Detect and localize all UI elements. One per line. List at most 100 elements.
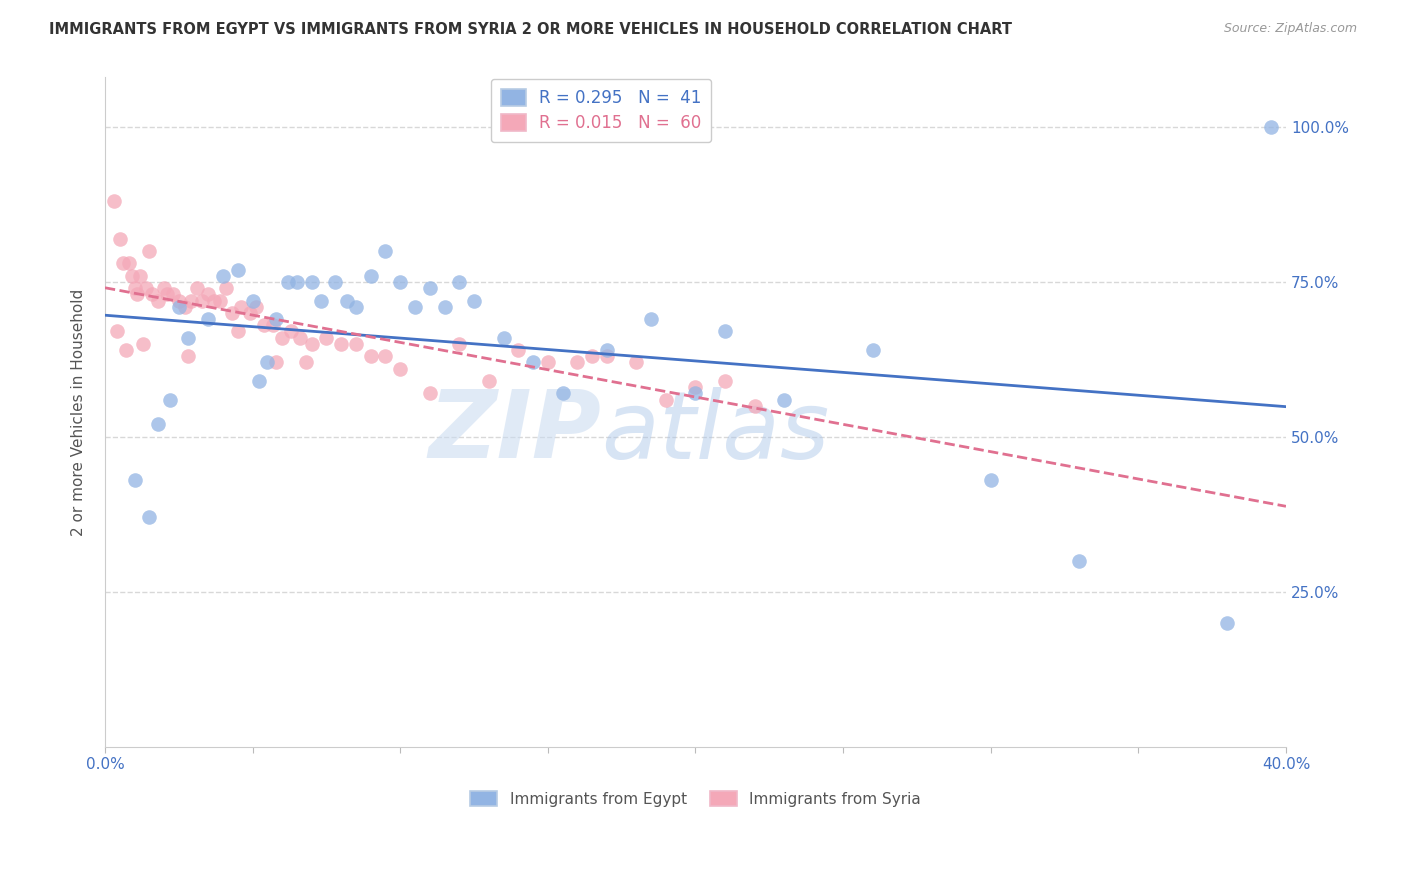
Point [463, 293, 485, 308]
Point [344, 300, 367, 314]
Point [186, 281, 208, 295]
Point [159, 392, 181, 407]
Point [146, 293, 169, 308]
Point [449, 337, 471, 351]
Point [197, 287, 219, 301]
Point [253, 318, 276, 333]
Point [229, 300, 252, 314]
Point [508, 343, 530, 357]
Text: IMMIGRANTS FROM EGYPT VS IMMIGRANTS FROM SYRIA 2 OR MORE VEHICLES IN HOUSEHOLD C: IMMIGRANTS FROM EGYPT VS IMMIGRANTS FROM… [49, 22, 1012, 37]
Point [551, 386, 574, 401]
Point [108, 231, 131, 245]
Point [124, 473, 146, 487]
Point [176, 331, 198, 345]
Point [596, 349, 619, 363]
Point [522, 355, 544, 369]
Point [173, 300, 195, 314]
Point [1069, 554, 1091, 568]
Point [191, 293, 214, 308]
Point [105, 325, 128, 339]
Point [138, 510, 160, 524]
Point [315, 331, 337, 345]
Point [176, 349, 198, 363]
Point [744, 399, 766, 413]
Point [640, 312, 662, 326]
Point [271, 331, 294, 345]
Point [245, 300, 267, 314]
Point [330, 337, 353, 351]
Point [389, 275, 412, 289]
Point [202, 293, 225, 308]
Point [141, 287, 163, 301]
Point [156, 287, 179, 301]
Point [344, 337, 367, 351]
Point [404, 300, 426, 314]
Point [492, 331, 515, 345]
Point [114, 343, 136, 357]
Point [374, 244, 396, 258]
Point [226, 262, 249, 277]
Text: atlas: atlas [600, 386, 830, 477]
Point [121, 268, 143, 283]
Point [212, 268, 235, 283]
Point [1216, 615, 1239, 630]
Point [360, 268, 382, 283]
Point [301, 275, 323, 289]
Point [288, 331, 311, 345]
Point [685, 380, 707, 394]
Point [685, 386, 707, 401]
Point [162, 287, 184, 301]
Point [714, 325, 737, 339]
Point [129, 268, 152, 283]
Point [111, 256, 134, 270]
Point [180, 293, 202, 308]
Point [773, 392, 796, 407]
Point [135, 281, 157, 295]
Point [323, 275, 346, 289]
Point [103, 194, 125, 209]
Point [127, 287, 149, 301]
Point [226, 325, 249, 339]
Point [262, 318, 284, 333]
Point [124, 281, 146, 295]
Point [980, 473, 1002, 487]
Point [294, 355, 316, 369]
Point [197, 312, 219, 326]
Point [247, 374, 270, 388]
Point [537, 355, 560, 369]
Point [215, 281, 238, 295]
Point [117, 256, 139, 270]
Point [221, 306, 243, 320]
Point [264, 355, 287, 369]
Text: Source: ZipAtlas.com: Source: ZipAtlas.com [1223, 22, 1357, 36]
Point [1260, 120, 1282, 134]
Point [478, 374, 501, 388]
Text: ZIP: ZIP [427, 386, 600, 478]
Point [256, 355, 278, 369]
Point [419, 281, 441, 295]
Point [146, 417, 169, 432]
Point [285, 275, 308, 289]
Point [336, 293, 359, 308]
Point [374, 349, 396, 363]
Point [167, 300, 190, 314]
Point [581, 349, 603, 363]
Point [567, 355, 589, 369]
Point [596, 343, 619, 357]
Point [360, 349, 382, 363]
Point [264, 312, 287, 326]
Point [132, 337, 155, 351]
Point [153, 281, 176, 295]
Point [280, 325, 302, 339]
Legend: Immigrants from Egypt, Immigrants from Syria: Immigrants from Egypt, Immigrants from S… [464, 784, 927, 813]
Point [309, 293, 332, 308]
Point [714, 374, 737, 388]
Point [138, 244, 160, 258]
Point [626, 355, 648, 369]
Point [242, 293, 264, 308]
Point [433, 300, 456, 314]
Point [862, 343, 884, 357]
Point [301, 337, 323, 351]
Y-axis label: 2 or more Vehicles in Household: 2 or more Vehicles in Household [72, 288, 86, 536]
Point [655, 392, 678, 407]
